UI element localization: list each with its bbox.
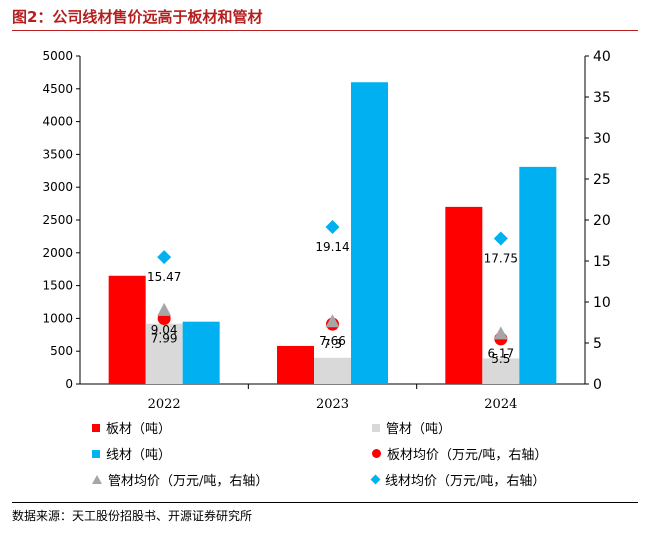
y-right-tick-label: 20 <box>593 213 611 229</box>
data-label: 15.47 <box>147 270 181 284</box>
data-source: 数据来源：天工股份招股书、开源证券研究所 <box>12 509 253 523</box>
y-left-tick-label: 2000 <box>42 246 73 260</box>
title-divider <box>12 30 638 31</box>
legend-label: 管材均价（万元/吨，右轴） <box>108 474 269 489</box>
legend-marker <box>370 474 381 485</box>
y-right-tick-label: 25 <box>593 172 611 188</box>
bar <box>277 345 314 384</box>
legend-item: 线材（吨） <box>92 444 171 463</box>
y-right-tick-label: 5 <box>593 336 602 352</box>
legend-item: 板材均价（万元/吨，右轴） <box>372 444 547 463</box>
legend-item: 板材（吨） <box>92 418 171 437</box>
y-left-tick-label: 3500 <box>42 147 73 161</box>
y-left-tick-label: 500 <box>50 344 73 358</box>
y-right-tick-label: 0 <box>593 377 602 393</box>
legend-item: 管材（吨） <box>372 418 451 437</box>
y-right-tick-label: 30 <box>593 131 611 147</box>
data-label: 17.75 <box>484 251 518 265</box>
bar <box>145 323 183 384</box>
bar <box>182 321 220 384</box>
data-label: 7.99 <box>151 331 178 345</box>
y-right-tick-label: 10 <box>593 295 611 311</box>
bar <box>351 82 388 385</box>
y-left-tick-label: 4000 <box>42 115 73 129</box>
y-right-tick-label: 35 <box>593 90 611 106</box>
data-label: 6.17 <box>487 346 514 360</box>
chart-title: 图2：公司线材售价远高于板材和管材 <box>12 8 263 26</box>
legend-label: 线材均价（万元/吨，右轴） <box>385 474 546 489</box>
legend-marker <box>372 423 380 432</box>
y-left-tick-label: 5000 <box>42 49 73 63</box>
bar <box>482 358 520 384</box>
data-label: 5.5 <box>491 352 510 366</box>
data-point <box>493 326 508 340</box>
data-point <box>325 220 340 235</box>
legend-marker <box>92 449 100 458</box>
data-point <box>157 302 172 316</box>
x-tick-label: 2024 <box>484 397 517 412</box>
bar <box>314 357 351 384</box>
y-right-tick-label: 15 <box>593 254 611 270</box>
legend-marker <box>92 475 102 484</box>
data-label: 9.04 <box>151 323 178 337</box>
y-left-tick-label: 1000 <box>42 311 73 325</box>
y-left-tick-label: 1500 <box>42 279 73 293</box>
data-label: 7.66 <box>319 334 346 348</box>
legend-marker <box>92 423 100 432</box>
bar <box>445 206 483 384</box>
legend-marker <box>372 449 381 458</box>
source-divider <box>12 502 638 503</box>
y-left-tick-label: 3000 <box>42 180 73 194</box>
data-point <box>157 250 172 265</box>
legend-label: 板材均价（万元/吨，右轴） <box>387 448 548 463</box>
legend-label: 管材（吨） <box>386 422 452 437</box>
legend-label: 线材（吨） <box>106 448 172 463</box>
legend-label: 板材（吨） <box>106 422 172 437</box>
data-label: 7.3 <box>323 337 342 351</box>
data-label: 19.14 <box>315 240 349 254</box>
legend-item: 管材均价（万元/吨，右轴） <box>92 470 268 489</box>
y-left-tick-label: 2500 <box>42 213 73 227</box>
data-point <box>325 314 340 328</box>
y-left-tick-label: 0 <box>65 377 73 391</box>
y-left-tick-label: 4500 <box>42 82 73 96</box>
combo-chart: 0 500 1000 1500 2000 2500 3000 3500 4000 4500 5000… <box>42 49 611 412</box>
x-tick-label: 2022 <box>148 397 181 412</box>
y-right-tick-label: 40 <box>593 49 611 65</box>
data-point <box>493 231 508 246</box>
bar <box>519 166 557 384</box>
x-tick-label: 2023 <box>316 397 349 412</box>
legend-item: 线材均价（万元/吨，右轴） <box>370 470 546 489</box>
bar <box>108 275 146 384</box>
